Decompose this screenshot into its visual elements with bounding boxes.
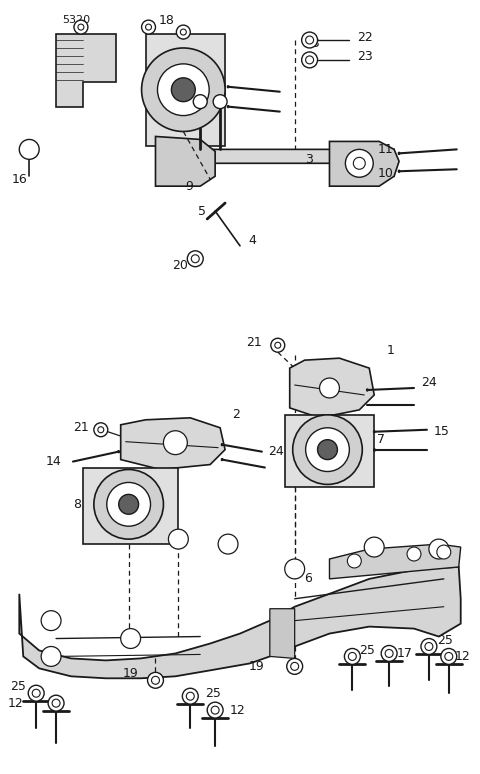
Text: 6: 6 (305, 573, 312, 585)
Circle shape (318, 440, 337, 460)
Text: 19: 19 (249, 660, 265, 673)
Text: 3: 3 (305, 152, 312, 166)
Text: 24: 24 (268, 445, 284, 458)
Circle shape (381, 646, 397, 662)
Circle shape (364, 537, 384, 557)
Circle shape (301, 32, 318, 48)
Polygon shape (145, 34, 225, 146)
Circle shape (147, 673, 164, 688)
Circle shape (94, 470, 164, 539)
Circle shape (344, 649, 360, 664)
Polygon shape (120, 418, 225, 470)
Circle shape (320, 378, 339, 398)
Circle shape (287, 659, 302, 674)
Text: 19: 19 (123, 667, 139, 680)
Polygon shape (285, 415, 374, 488)
Polygon shape (329, 544, 461, 579)
Circle shape (94, 423, 108, 437)
Circle shape (407, 547, 421, 561)
Circle shape (207, 702, 223, 718)
Circle shape (441, 649, 457, 664)
Circle shape (421, 639, 437, 655)
Text: 21: 21 (246, 336, 262, 349)
Text: 20: 20 (172, 259, 188, 272)
Polygon shape (56, 34, 116, 107)
Circle shape (182, 688, 198, 704)
Circle shape (168, 529, 188, 549)
Text: 21: 21 (73, 421, 89, 434)
Circle shape (157, 64, 209, 115)
Text: 25: 25 (360, 644, 375, 657)
Polygon shape (19, 567, 461, 678)
Polygon shape (83, 467, 179, 544)
Circle shape (48, 695, 64, 711)
Text: 25: 25 (437, 634, 453, 647)
Circle shape (346, 149, 373, 177)
Text: 15: 15 (434, 425, 450, 438)
Text: 7: 7 (377, 433, 385, 446)
Circle shape (120, 628, 141, 649)
Circle shape (213, 94, 227, 108)
Text: 13: 13 (305, 37, 320, 50)
Text: 24: 24 (421, 375, 437, 389)
Circle shape (107, 482, 151, 526)
Circle shape (301, 52, 318, 68)
Circle shape (142, 20, 156, 34)
Text: 5320: 5320 (62, 15, 90, 25)
Circle shape (171, 78, 195, 101)
Circle shape (19, 139, 39, 159)
Text: 8: 8 (73, 498, 81, 511)
Circle shape (437, 545, 451, 559)
Polygon shape (270, 608, 295, 659)
Circle shape (218, 534, 238, 554)
Circle shape (348, 554, 361, 568)
Text: 5: 5 (198, 204, 206, 217)
Circle shape (164, 431, 187, 454)
Text: 23: 23 (357, 50, 373, 63)
Polygon shape (290, 358, 374, 418)
Circle shape (306, 428, 349, 471)
Text: 18: 18 (158, 14, 174, 26)
Text: 25: 25 (205, 687, 221, 700)
Circle shape (271, 338, 285, 352)
Text: 12: 12 (230, 704, 246, 717)
Text: 11: 11 (377, 143, 393, 156)
Text: 10: 10 (377, 166, 393, 180)
Circle shape (142, 48, 225, 132)
Circle shape (41, 646, 61, 666)
Text: 12: 12 (8, 697, 23, 710)
Text: 16: 16 (12, 173, 27, 186)
Text: 17: 17 (397, 647, 413, 660)
Polygon shape (329, 142, 399, 187)
Text: 12: 12 (455, 650, 470, 663)
Text: 4: 4 (248, 235, 256, 248)
Circle shape (193, 94, 207, 108)
Text: 25: 25 (11, 680, 26, 693)
Text: 9: 9 (185, 180, 193, 193)
Circle shape (285, 559, 305, 579)
Text: 22: 22 (357, 30, 373, 43)
Circle shape (74, 20, 88, 34)
Circle shape (41, 611, 61, 631)
Text: 14: 14 (45, 455, 61, 468)
Circle shape (429, 539, 449, 559)
Circle shape (293, 415, 362, 485)
Circle shape (28, 685, 44, 701)
Circle shape (119, 495, 139, 514)
Polygon shape (156, 136, 215, 187)
Circle shape (187, 251, 203, 267)
Text: 1: 1 (387, 344, 395, 357)
Polygon shape (160, 149, 394, 176)
Circle shape (176, 25, 190, 39)
Text: 2: 2 (232, 409, 240, 421)
